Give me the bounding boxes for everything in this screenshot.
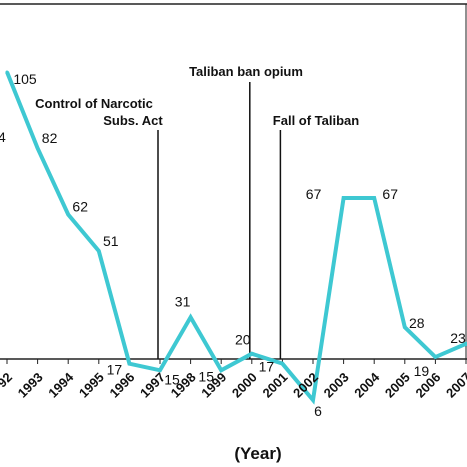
data-label: 6 (314, 403, 322, 419)
series-group (5, 70, 467, 405)
data-label: 62 (72, 199, 88, 215)
annotation-label: Control of Narcotic (35, 96, 153, 111)
data-label: 51 (103, 233, 119, 249)
x-tick-label: 1994 (45, 369, 77, 401)
data-point (189, 315, 193, 319)
x-tick-label: 2000 (229, 370, 260, 401)
data-label: 82 (42, 130, 58, 146)
x-tick-label: 2004 (351, 369, 383, 401)
annotation-label: Subs. Act (103, 113, 163, 128)
data-label: 19 (414, 363, 430, 379)
data-label: 67 (382, 186, 398, 202)
annotations: Control of Narcotic Subs. Act Taliban ban … (35, 64, 359, 359)
x-tick-label: 1995 (76, 370, 107, 401)
data-point (342, 196, 346, 200)
data-point (127, 362, 131, 366)
data-point (280, 362, 284, 366)
data-point (372, 196, 376, 200)
x-tick-label: 1993 (15, 370, 46, 401)
x-tick-label: 2007 (443, 370, 467, 401)
x-tick-label: 2003 (321, 370, 352, 401)
data-label-edge: 4 (0, 129, 6, 145)
x-axis-label: (Year) (234, 444, 281, 463)
annotation-label: Taliban ban opium (189, 64, 303, 79)
data-point (66, 213, 70, 217)
data-label: 31 (175, 293, 191, 309)
point-labels: 105 82 62 51 17 15 31 15 20 17 6 67 67 28 19 23 4 (0, 71, 466, 419)
x-tick-label: 92 (0, 370, 15, 391)
annotation-label: Fall of Taliban (273, 113, 359, 128)
data-point (158, 368, 162, 372)
x-tick-label: 2005 (382, 370, 413, 401)
series-line (5, 71, 467, 405)
data-label: 15 (164, 371, 180, 387)
axes (0, 3, 467, 364)
data-label: 67 (306, 186, 322, 202)
data-point (36, 146, 40, 150)
data-label: 105 (13, 71, 37, 87)
data-label: 17 (259, 359, 275, 375)
data-point (311, 398, 315, 402)
data-point (433, 355, 437, 359)
data-label: 28 (409, 315, 425, 331)
data-point (5, 70, 9, 74)
data-point (219, 368, 223, 372)
data-point (97, 249, 101, 253)
data-point (403, 325, 407, 329)
data-point (464, 342, 467, 346)
data-label: 23 (450, 330, 466, 346)
x-tick-labels: 92 1993 1994 1995 1996 1997 1998 1999 2000 2001 20… (0, 369, 467, 401)
data-point (250, 352, 254, 356)
data-label: 15 (198, 368, 214, 384)
data-label: 20 (235, 332, 251, 348)
data-label: 17 (107, 362, 123, 378)
